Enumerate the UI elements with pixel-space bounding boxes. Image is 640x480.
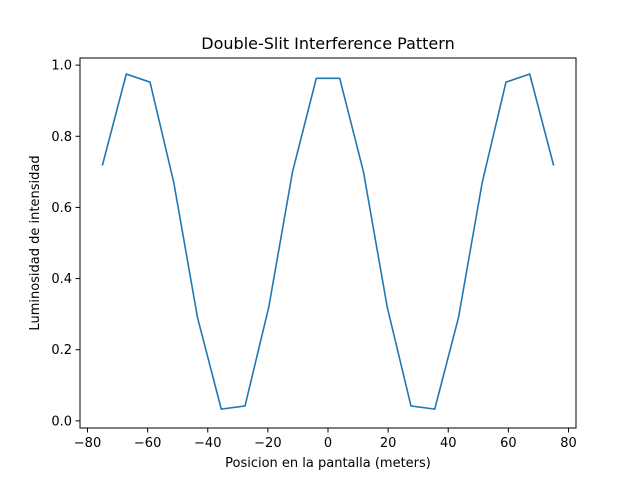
x-tick-label: 40 (440, 436, 457, 451)
chart-title: Double-Slit Interference Pattern (201, 34, 454, 53)
x-tick-label: −20 (254, 436, 281, 451)
y-tick-label: 1.0 (51, 59, 72, 74)
y-tick-label: 0.0 (51, 414, 72, 429)
y-tick-label: 0.8 (51, 130, 72, 145)
x-tick-label: −80 (74, 436, 101, 451)
x-tick-label: 0 (324, 436, 332, 451)
x-tick-label: 80 (560, 436, 577, 451)
x-axis-ticks: −80 −60 −40 −20 0 20 40 60 80 (74, 428, 577, 451)
x-axis-label: Posicion en la pantalla (meters) (225, 456, 431, 471)
y-axis-ticks: 0.0 0.2 0.4 0.6 0.8 1.0 (51, 59, 80, 429)
y-tick-label: 0.2 (51, 343, 72, 358)
x-tick-label: −40 (194, 436, 221, 451)
y-tick-label: 0.4 (51, 272, 72, 287)
series-line-0 (101, 73, 555, 410)
x-tick-label: 20 (380, 436, 397, 451)
x-tick-label: −60 (134, 436, 161, 451)
series-layer (101, 73, 555, 410)
axes-frame (79, 57, 577, 429)
y-axis-label: Luminosidad de intensidad (28, 155, 43, 330)
y-tick-label: 0.6 (51, 201, 72, 216)
x-tick-label: 60 (500, 436, 517, 451)
